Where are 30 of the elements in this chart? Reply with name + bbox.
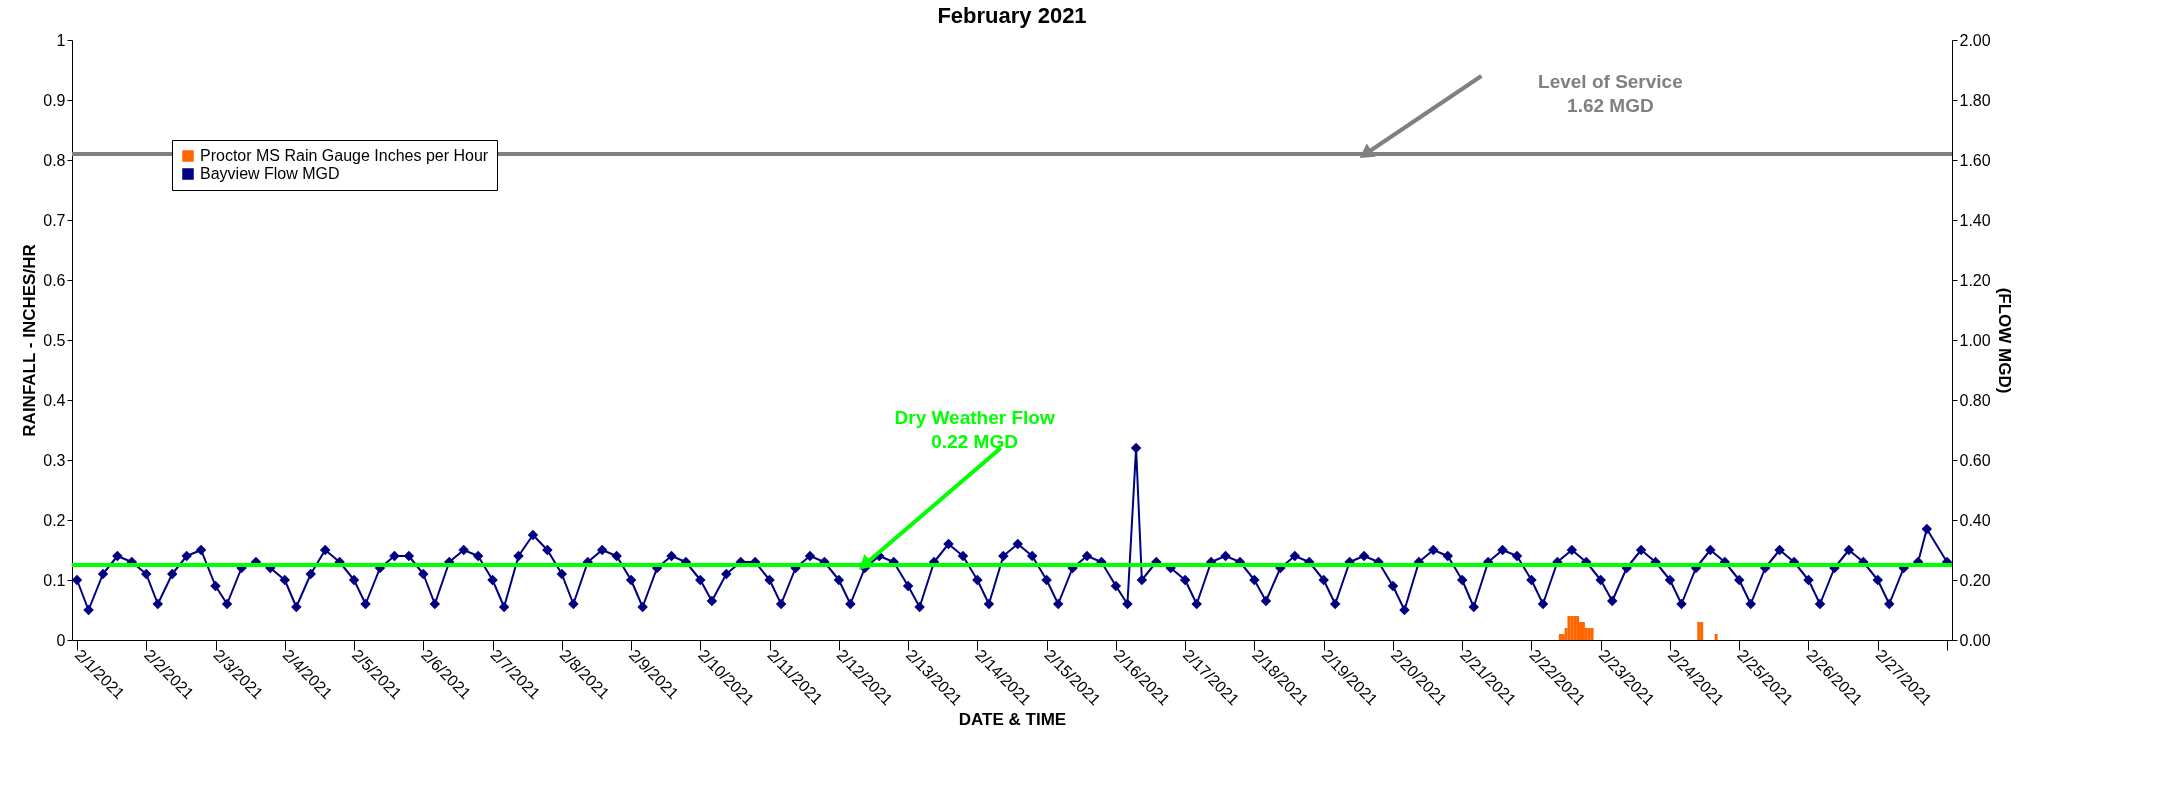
legend-label: Bayview Flow MGD	[200, 165, 340, 182]
y2-tick-label: 0.80	[1959, 391, 1991, 409]
y-axis-title: RAINFALL - INCHES/HR	[20, 244, 40, 437]
y-tick-label: 1	[56, 31, 66, 49]
y2-tick-label: 1.20	[1959, 271, 1991, 289]
y-tick-label: 0.7	[43, 211, 66, 229]
y-tick-label: 0.5	[43, 331, 66, 349]
y2-tick-label: 1.60	[1959, 151, 1991, 169]
y2-tick-label: 0.60	[1959, 451, 1991, 469]
y2-tick-label: 1.00	[1959, 331, 1991, 349]
ref-line-label: Level of Service 1.62 MGD	[1538, 71, 1683, 116]
y2-tick-label: 1.40	[1959, 211, 1991, 229]
y-tick-label: 0.4	[43, 391, 66, 409]
chart-title: February 2021	[937, 3, 1087, 28]
y2-tick-label: 2.00	[1959, 31, 1991, 49]
y-tick-label: 0.6	[43, 271, 66, 289]
y2-tick-label: 1.80	[1959, 91, 1991, 109]
y-tick-label: 0.1	[43, 571, 66, 589]
ref-line-label: Dry Weather Flow 0.22 MGD	[894, 407, 1055, 452]
y2-tick-label: 0.20	[1959, 571, 1991, 589]
y-tick-label: 0.3	[43, 451, 66, 469]
legend-label: Proctor MS Rain Gauge Inches per Hour	[200, 147, 489, 164]
y2-tick-label: 0.40	[1959, 511, 1991, 529]
y-tick-label: 0.9	[43, 91, 66, 109]
y-tick-label: 0.8	[43, 151, 66, 169]
x-axis-title: DATE & TIME	[958, 710, 1067, 730]
y-tick-label: 0.2	[43, 511, 66, 529]
y-tick-label: 0	[56, 631, 66, 649]
y2-axis-title: (FLOW MGD)	[1994, 287, 2014, 394]
y2-tick-label: 0.00	[1959, 631, 1991, 649]
